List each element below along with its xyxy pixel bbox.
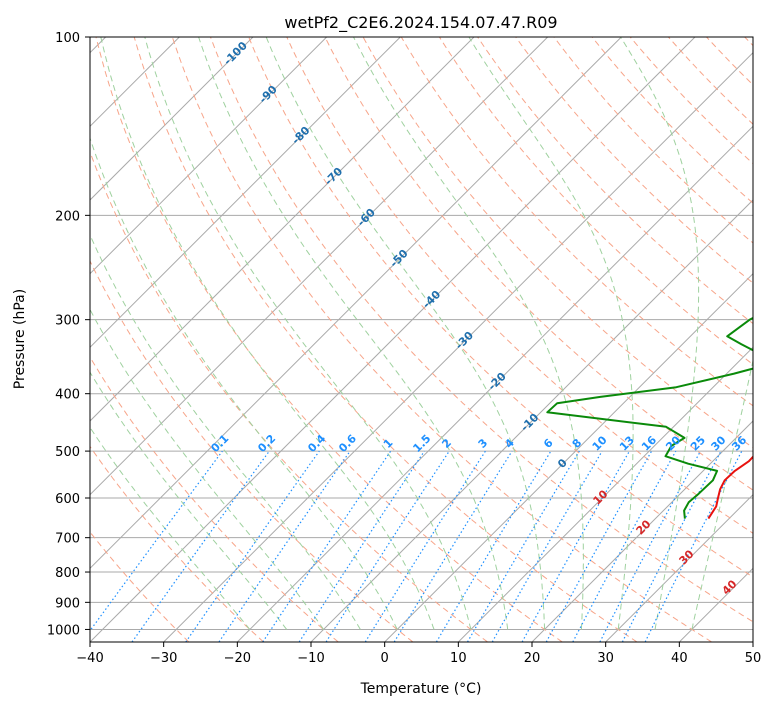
mixing-ratio-line [90,450,223,632]
y-tick-label: 500 [55,445,80,460]
isotherm-line [90,37,549,496]
dry-adiabat-line [90,445,264,642]
dry-adiabat-line [324,37,753,491]
dry-adiabat-line [90,356,339,642]
moist-adiabat-line [691,358,753,630]
mixing-ratio-line [262,450,392,642]
moist-adiabat-line [90,426,251,630]
x-tick-label: 40 [671,651,688,666]
isotherm-line [163,51,753,642]
x-tick-label: −40 [76,651,103,666]
y-tick-label: 900 [55,596,80,611]
isotherm-line [90,37,254,201]
moist-adiabat-line [620,37,700,630]
dry-adiabat-line [95,37,563,642]
moist-adiabat-line [198,37,509,630]
mixing-ratio-line [218,450,351,642]
moist-adiabat-line [90,136,398,630]
isotherm-line [236,125,753,642]
plot-frame [89,36,754,643]
x-tick-label: 0 [381,651,389,666]
dry-adiabat-line [210,37,753,623]
x-tick-label: 20 [524,651,541,666]
isotherm-line [384,272,753,642]
moist-adiabat-line [265,37,546,630]
y-tick-label: 200 [55,209,80,224]
dry-adiabat-line [133,37,638,642]
y-tick-label: 1000 [47,623,80,638]
y-axis-title: Pressure (hPa) [12,289,28,389]
moist-adiabat-line [144,37,472,630]
x-tick-label: 30 [597,651,614,666]
x-tick-label: 50 [745,651,762,666]
mixing-ratio-line [545,450,653,642]
mixing-ratio-line [131,450,270,642]
moist-adiabat-line [468,37,634,630]
y-tick-label: 300 [55,314,80,329]
dry-adiabat-line [515,37,753,284]
dry-adiabat-line [248,37,753,578]
y-tick-label: 400 [55,388,80,403]
moist-adiabat-line [100,37,435,630]
moist-adiabat-line [353,37,584,630]
moist-adiabat-line [90,233,361,630]
isotherm-line [90,37,696,642]
isotherm-line [457,346,753,642]
mixing-ratio-line [393,450,513,642]
chart-title: wetPf2_C2E6.2024.154.07.47.R09 [284,13,557,33]
mixing-ratio-line [298,450,425,642]
axes: −40 −30 −20 −10 0 10 20 30 40 50 100 200 300 400 500 60… [47,31,761,666]
mixing-ratio-line [325,450,450,642]
x-tick-label: 10 [450,651,467,666]
mixing-ratio-line [185,450,320,642]
x-tick-label: −20 [224,651,251,666]
isotherm-line [752,641,753,642]
moist-adiabat-line [90,371,288,630]
y-tick-label: 600 [55,492,80,507]
isotherm-line [90,37,328,275]
plot-background [90,37,753,642]
isotherm-line [90,37,475,422]
dry-adiabat-line [90,259,414,642]
isotherm-line [531,420,753,642]
isotherm-line [90,37,401,349]
series-layer [546,316,753,520]
dry-adiabat-line [286,37,753,534]
moist-adiabat-line [90,308,324,630]
isotherm-line [605,493,753,642]
temperature-profile-line [707,455,753,520]
dry-adiabat-line [171,37,712,642]
background-lines [90,37,753,642]
y-tick-label: 700 [55,532,80,547]
x-axis-title: Temperature (°C) [360,681,482,697]
mixing-ratio-line [572,450,677,642]
mixing-ratio-line [521,450,631,642]
y-tick-label: 100 [55,31,80,46]
x-tick-label: −10 [297,651,324,666]
dewpoint-profile-line [546,316,753,519]
y-tick-label: 800 [55,566,80,581]
isotherm-line [90,37,622,570]
x-tick-label: −30 [150,651,177,666]
